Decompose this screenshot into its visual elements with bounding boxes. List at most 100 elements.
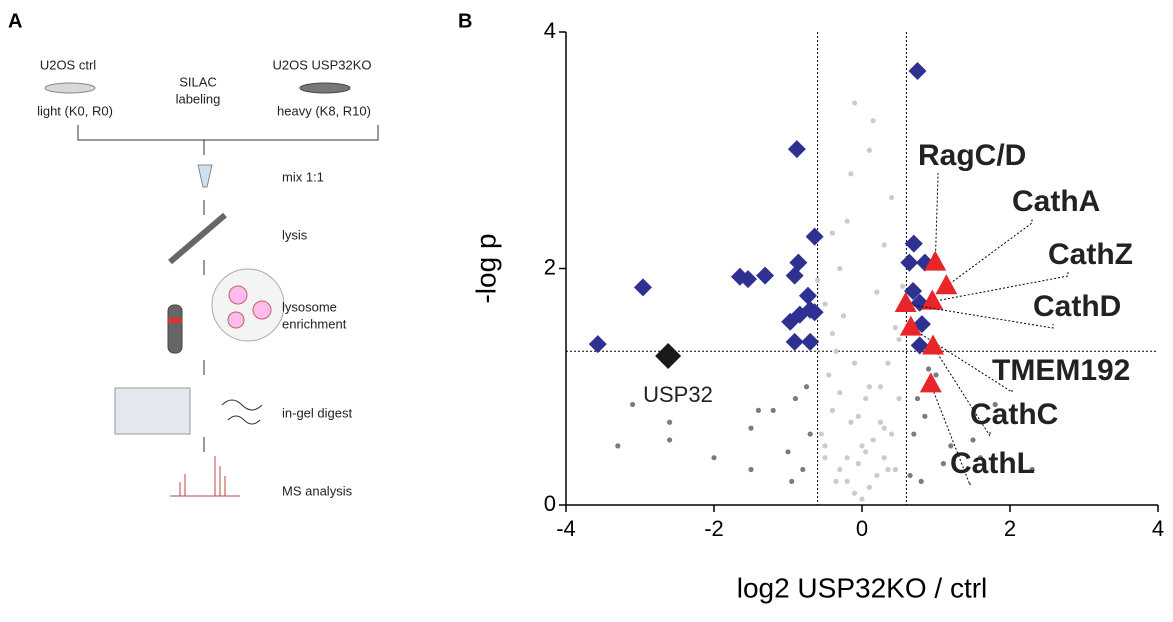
lysosomal-point [922,334,945,355]
lysosomal-point [899,315,922,336]
protein-point [615,443,621,449]
syringe-icon [168,212,227,265]
protein-point [848,419,854,425]
protein-point [837,466,843,473]
step-label: MS analysis [282,483,353,498]
sample-label: U2OS ctrl [40,57,96,72]
x-axis-label: log2 USP32KO / ctrl [737,572,988,603]
protein-point [755,407,762,413]
significant-point [805,227,824,246]
protein-point [1029,466,1035,473]
protein-label: CathD [1033,290,1121,323]
step-label: lysis [282,227,308,242]
x-tick-label: -4 [556,516,576,541]
step-label: labeling [176,91,221,106]
protein-point [918,478,924,484]
step-label: lysosome [282,299,337,314]
protein-point [885,466,891,473]
protein-point [866,384,873,390]
protein-point [889,194,895,201]
workflow-panel: A U2OS ctrl light (K0, R0) SILAC labelin… [8,10,379,498]
protein-point [970,437,976,443]
significant-point [908,62,927,81]
x-tick-label: 4 [1152,516,1164,541]
significant-point [739,270,758,289]
band [168,318,182,323]
protein-point [630,401,636,408]
protein-point [833,478,839,484]
protein-point [863,449,869,455]
protein-point [837,390,843,396]
protein-label: TMEM192 [992,354,1130,387]
protein-point [892,325,898,331]
dish-icon [44,82,96,94]
protein-label: RagC/D [918,139,1026,172]
panel-label: A [8,10,22,32]
protein-point [885,360,891,366]
protein-point [829,407,836,413]
protein-point [818,431,824,437]
protein-point [852,100,858,106]
protein-point [881,425,887,431]
protein-point [667,437,673,443]
protein-point [800,466,806,473]
protein-point [829,230,836,236]
protein-point [837,265,843,272]
protein-point [874,472,880,479]
connector [77,125,379,155]
significant-point [900,253,919,272]
significant-point [756,266,775,285]
protein-point [907,472,913,479]
protein-point [792,395,799,402]
lysosomal-point [894,291,917,312]
panel-label: B [458,10,472,32]
volcano-panel: B -4 -2 0 2 4 0 2 4 log2 USP32KO / ctrl -log p RagC… [458,10,1164,603]
protein-point [948,443,954,449]
significant-point [910,336,929,355]
protein-point [896,336,902,343]
significant-point [798,286,817,305]
lysosome [252,300,272,320]
protein-point [826,372,832,378]
protein-point [840,313,847,319]
leader-line [932,346,991,438]
significant-point [805,303,824,322]
tube-icon [197,164,213,188]
protein-point [977,455,984,461]
protein-point [874,289,880,295]
protein-point [844,455,850,461]
significant-point [904,281,923,300]
protein-point [789,478,795,484]
protein-point [940,461,947,467]
protein-point [833,348,839,354]
significant-point [904,234,923,253]
significant-point [785,332,804,351]
protein-point [667,419,673,425]
protein-point [900,283,906,289]
leader-line [905,303,1054,329]
protein-point [829,330,836,337]
dish-icon [299,82,351,94]
protein-point [859,443,865,449]
protein-point [844,218,850,224]
lysosomal-point [924,250,947,271]
lysosomal-point [921,289,944,310]
y-tick-label: 2 [544,254,556,279]
protein-point [914,395,921,402]
step-label: mix 1:1 [282,169,324,184]
step-list: mix 1:1 lysis lysosome enrichment in-gel dig… [282,169,353,498]
x-tick-label: -2 [704,516,724,541]
protein-label: USP32 [643,382,713,407]
condition-label: light (K0, R0) [37,103,113,118]
leader-line [946,219,1033,287]
step-label: enrichment [282,316,347,331]
target-point [655,343,682,370]
protein-point [889,431,895,437]
protein-point [770,407,776,413]
protein-point [926,366,932,372]
significant-point [588,335,607,354]
lysosome [227,311,245,329]
protein-label: CathC [970,398,1058,431]
lysosome-icon [211,268,285,342]
